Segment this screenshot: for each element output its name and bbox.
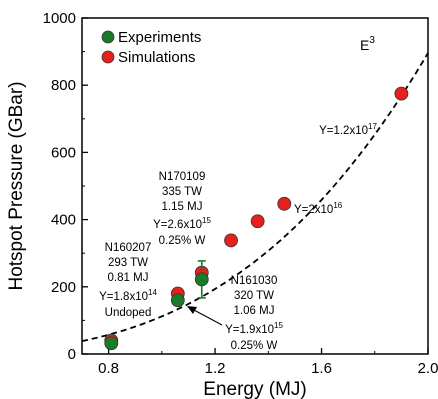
x-axis-label: Energy (MJ) bbox=[203, 379, 306, 399]
y-tick-label: 800 bbox=[51, 77, 76, 94]
fit-curve-label: E3 bbox=[360, 35, 375, 53]
x-axis: 0.8 1.2 1.6 2.0 bbox=[98, 348, 438, 377]
n161030-yield: Y=1.9x1015 bbox=[225, 321, 283, 336]
n160207-name: N160207 bbox=[105, 242, 152, 254]
annotation-arrow-line bbox=[193, 309, 223, 326]
y-tick-label: 1000 bbox=[43, 10, 76, 27]
y-tick-label: 400 bbox=[51, 212, 76, 229]
n160207-dopant: Undoped bbox=[105, 307, 152, 319]
n160207-power: 293 TW bbox=[108, 257, 148, 269]
experiment-point bbox=[170, 293, 185, 308]
simulation-point bbox=[250, 214, 265, 229]
legend-simulations-label: Simulations bbox=[118, 49, 196, 66]
annotation-n161030: N161030 320 TW 1.06 MJ Y=1.9x1015 0.25% … bbox=[225, 275, 283, 352]
n170109-name: N170109 bbox=[159, 171, 206, 183]
legend: Experiments Simulations bbox=[101, 29, 201, 66]
n161030-power: 320 TW bbox=[234, 290, 274, 302]
experiment-point bbox=[194, 272, 209, 287]
annotation-arrow-head bbox=[187, 306, 197, 314]
y-axis: 0 200 400 600 800 1000 bbox=[43, 10, 88, 363]
annotation-n170109: N170109 335 TW 1.15 MJ Y=2.6x1015 0.25% … bbox=[153, 171, 211, 247]
yield-label-sim-1-90: Y=1.2x1017 bbox=[319, 122, 377, 137]
n161030-energy: 1.06 MJ bbox=[234, 305, 275, 317]
y-axis-label: Hotspot Pressure (GBar) bbox=[6, 81, 27, 290]
n170109-dopant: 0.25% W bbox=[159, 235, 206, 247]
yield-label-sim-1-46: Y=2x1016 bbox=[294, 201, 343, 216]
y-tick-label: 0 bbox=[68, 346, 76, 363]
simulation-point bbox=[277, 196, 292, 211]
x-tick-label: 2.0 bbox=[418, 360, 438, 377]
annotation-n160207: N160207 293 TW 0.81 MJ Y=1.8x1014 Undope… bbox=[99, 242, 157, 319]
y-tick-label: 200 bbox=[51, 279, 76, 296]
e3-fit-curve bbox=[82, 52, 428, 342]
y-tick-label: 600 bbox=[51, 144, 76, 161]
x-tick-label: 0.8 bbox=[98, 360, 119, 377]
simulation-point bbox=[224, 233, 238, 248]
n161030-name: N161030 bbox=[231, 275, 278, 287]
legend-experiments-marker bbox=[101, 30, 115, 44]
x-tick-label: 1.6 bbox=[311, 360, 332, 377]
n160207-yield: Y=1.8x1014 bbox=[99, 288, 157, 303]
plot-frame bbox=[81, 17, 429, 355]
simulation-point bbox=[394, 86, 409, 101]
experiment-point bbox=[104, 336, 119, 351]
n160207-energy: 0.81 MJ bbox=[108, 272, 149, 284]
n161030-dopant: 0.25% W bbox=[231, 340, 278, 352]
legend-simulations-marker bbox=[101, 50, 115, 64]
n170109-energy: 1.15 MJ bbox=[162, 201, 203, 213]
x-tick-label: 1.2 bbox=[205, 360, 226, 377]
legend-experiments-label: Experiments bbox=[118, 29, 201, 46]
n170109-power: 335 TW bbox=[162, 186, 202, 198]
n170109-yield: Y=2.6x1015 bbox=[153, 216, 211, 231]
